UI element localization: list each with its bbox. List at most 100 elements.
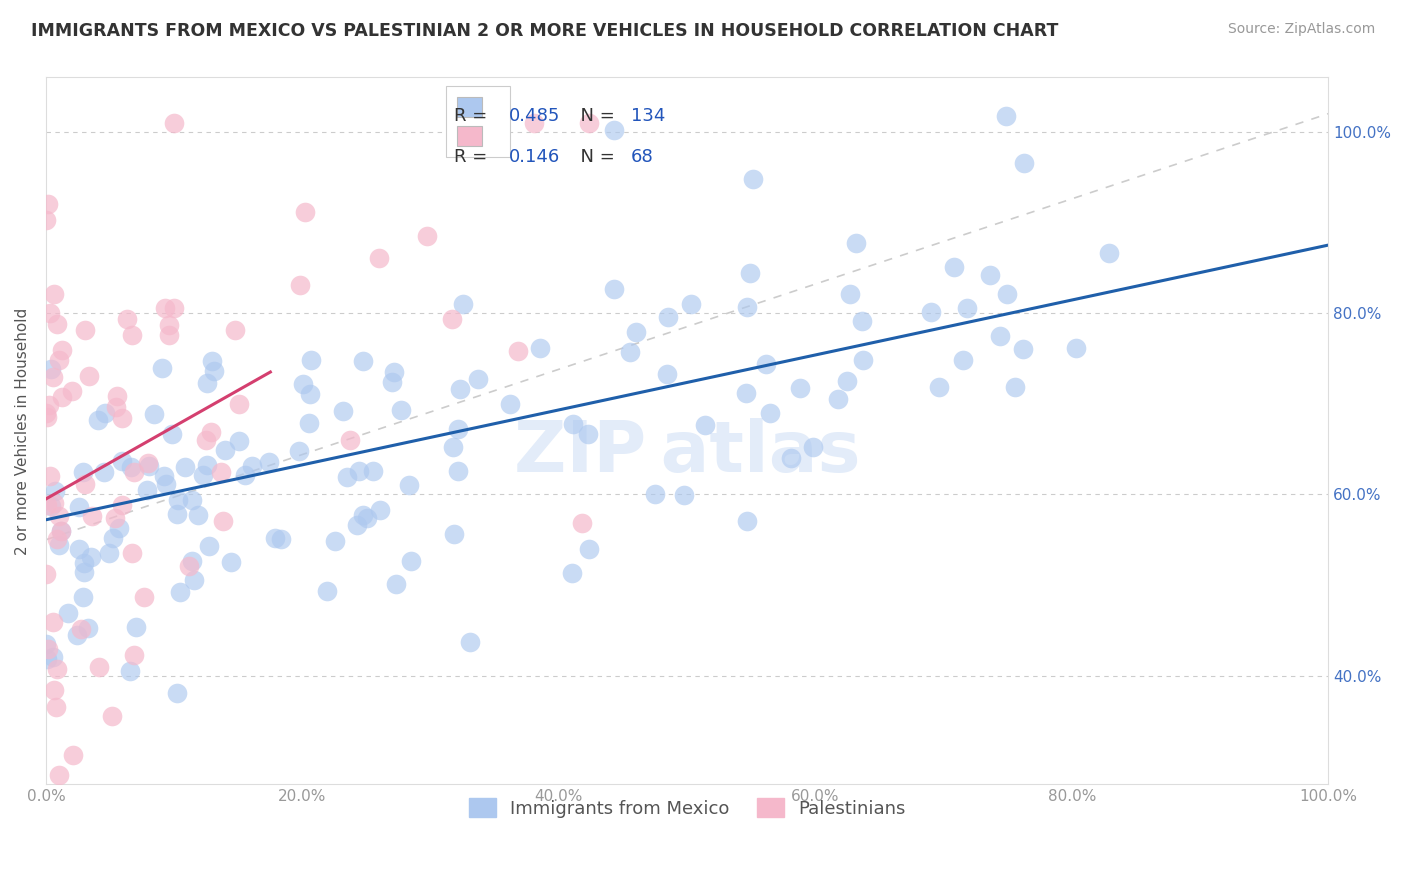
Point [571, 516, 593, 530]
Point [657, 310, 679, 324]
Point [51, 390, 73, 404]
Point [332, 403, 354, 417]
Point [44, 483, 66, 498]
Point [45, 317, 67, 331]
Point [169, 585, 191, 599]
Text: 134: 134 [631, 107, 665, 125]
Point [928, 379, 950, 393]
Point [389, 403, 412, 417]
Point [37, 410, 59, 425]
Point [121, 327, 143, 342]
Point [67, 542, 90, 557]
Point [270, 533, 292, 547]
Point [201, 354, 224, 368]
Point [157, 318, 180, 332]
Point [94, 406, 117, 420]
Text: IMMIGRANTS FROM MEXICO VS PALESTINIAN 2 OR MORE VEHICLES IN HOUSEHOLD CORRELATIO: IMMIGRANTS FROM MEXICO VS PALESTINIAN 2 … [31, 22, 1059, 40]
Point [118, 664, 141, 678]
Point [755, 357, 778, 371]
Point [1004, 380, 1026, 394]
Y-axis label: 2 or more Vehicles in Household: 2 or more Vehicles in Household [15, 308, 30, 555]
Point [155, 477, 177, 491]
Point [240, 459, 263, 474]
Point [740, 266, 762, 280]
Point [562, 417, 585, 431]
Point [1012, 343, 1035, 357]
Point [101, 532, 124, 546]
Point [368, 251, 391, 265]
Point [150, 360, 173, 375]
Point [943, 260, 966, 274]
Point [60, 384, 83, 399]
Point [132, 591, 155, 605]
Point [399, 554, 422, 568]
Point [447, 422, 470, 436]
Point [153, 301, 176, 315]
Point [193, 468, 215, 483]
Point [956, 301, 979, 315]
Point [135, 483, 157, 498]
Point [42, 683, 65, 698]
Point [384, 577, 406, 591]
Point [603, 282, 626, 296]
Text: 0.146: 0.146 [509, 147, 560, 166]
Point [101, 709, 124, 723]
Point [398, 478, 420, 492]
Point [39, 468, 62, 483]
Point [51, 343, 73, 357]
Point [48, 768, 70, 782]
Point [298, 416, 321, 430]
Point [41, 615, 63, 629]
Point [143, 407, 166, 421]
Point [121, 546, 143, 560]
Point [228, 397, 250, 411]
Point [198, 539, 221, 553]
Point [288, 277, 311, 292]
Point [458, 634, 481, 648]
Point [69, 622, 91, 636]
Point [75, 323, 97, 337]
Point [157, 327, 180, 342]
Point [735, 514, 758, 528]
Point [294, 205, 316, 219]
Point [441, 440, 464, 454]
Point [163, 116, 186, 130]
Point [120, 460, 142, 475]
Point [851, 314, 873, 328]
Point [214, 443, 236, 458]
Point [449, 382, 471, 396]
Point [827, 392, 849, 406]
Point [66, 628, 89, 642]
Point [578, 541, 600, 556]
Point [37, 651, 59, 665]
Point [166, 686, 188, 700]
Point [42, 287, 65, 301]
Point [920, 305, 942, 319]
Point [416, 228, 439, 243]
Point [837, 374, 859, 388]
Point [1098, 246, 1121, 260]
Point [446, 464, 468, 478]
Point [1014, 155, 1036, 169]
Point [299, 353, 322, 368]
Point [166, 507, 188, 521]
Point [219, 555, 242, 569]
Point [167, 492, 190, 507]
Point [576, 427, 599, 442]
Point [578, 116, 600, 130]
Point [48, 509, 70, 524]
Point [48, 538, 70, 552]
Point [138, 458, 160, 473]
Point [76, 621, 98, 635]
Point [67, 500, 90, 515]
Point [77, 368, 100, 383]
Text: 0.485: 0.485 [509, 107, 560, 125]
Point [125, 620, 148, 634]
Point [228, 434, 250, 448]
Point [291, 376, 314, 391]
Point [299, 386, 322, 401]
Point [735, 300, 758, 314]
Point [200, 425, 222, 439]
Point [42, 370, 65, 384]
Legend: Immigrants from Mexico, Palestinians: Immigrants from Mexico, Palestinians [461, 791, 912, 825]
